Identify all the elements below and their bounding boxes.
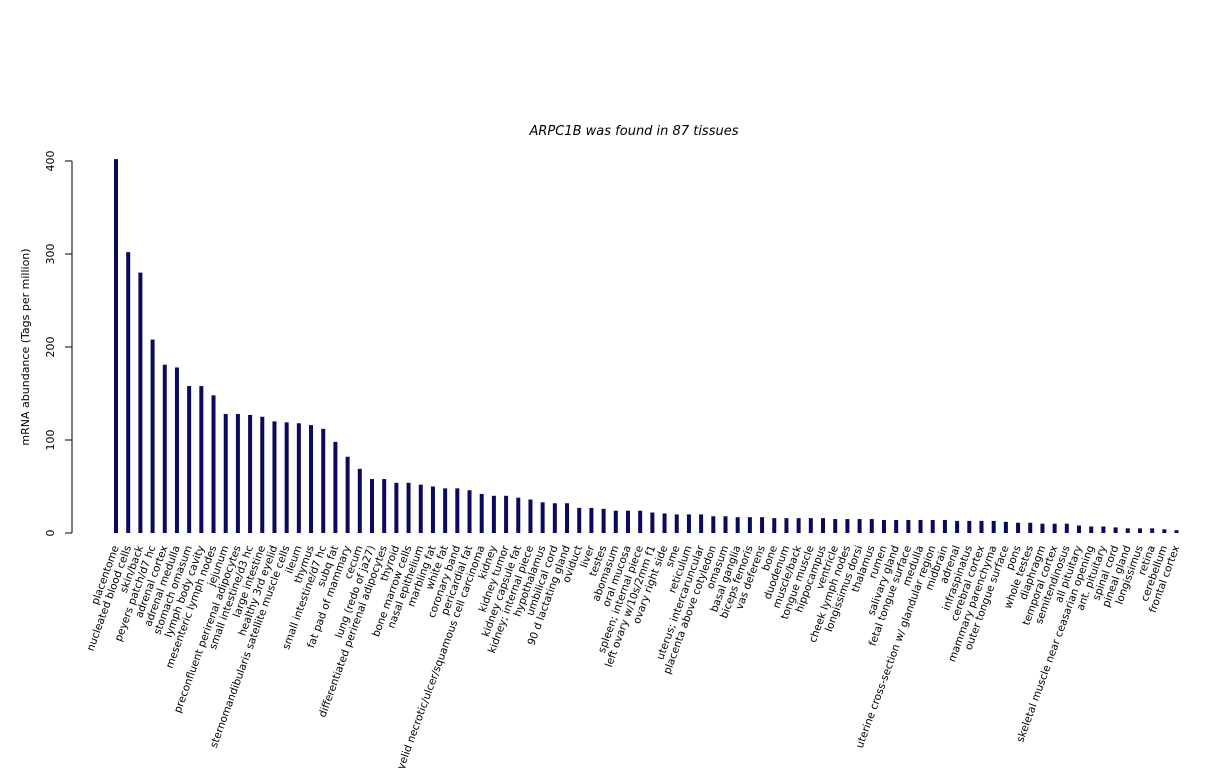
bar bbox=[540, 502, 545, 533]
bar bbox=[565, 503, 570, 533]
bar bbox=[296, 423, 301, 533]
bar bbox=[686, 514, 691, 533]
bar bbox=[382, 479, 387, 533]
bar bbox=[345, 456, 350, 533]
bar bbox=[881, 519, 886, 533]
bar bbox=[406, 482, 411, 533]
bar bbox=[589, 507, 594, 533]
bar bbox=[918, 519, 923, 533]
bar bbox=[1064, 523, 1069, 533]
bar bbox=[248, 414, 253, 533]
bar bbox=[357, 468, 362, 533]
bar bbox=[662, 513, 667, 533]
y-tick-label: 400 bbox=[44, 151, 57, 172]
bar bbox=[199, 386, 204, 533]
bar bbox=[187, 386, 192, 533]
bar bbox=[1137, 528, 1142, 533]
bar bbox=[1016, 522, 1021, 533]
bar bbox=[1101, 526, 1106, 533]
bar bbox=[991, 520, 996, 533]
bar bbox=[735, 517, 740, 533]
bar bbox=[930, 519, 935, 533]
bar bbox=[845, 519, 850, 533]
bar bbox=[479, 493, 484, 533]
bar bbox=[613, 510, 618, 533]
bar bbox=[601, 508, 606, 533]
chart-title: ARPC1B was found in 87 tissues bbox=[529, 124, 739, 139]
bar bbox=[650, 512, 655, 533]
bar bbox=[235, 413, 240, 533]
bar bbox=[1003, 521, 1008, 533]
bar bbox=[808, 518, 813, 533]
bar bbox=[211, 395, 216, 533]
bar bbox=[906, 519, 911, 533]
bar bbox=[369, 479, 374, 533]
bar bbox=[321, 428, 326, 533]
bar bbox=[126, 252, 131, 533]
y-axis: 0 100 200 300 400 bbox=[44, 151, 73, 537]
bar bbox=[747, 517, 752, 533]
bar bbox=[711, 516, 716, 533]
bar bbox=[516, 497, 521, 533]
bar bbox=[942, 519, 947, 533]
bar bbox=[699, 514, 704, 533]
bar bbox=[138, 272, 143, 533]
bar bbox=[674, 514, 679, 533]
bar bbox=[1089, 526, 1094, 533]
bar bbox=[894, 519, 899, 533]
bar bbox=[491, 495, 496, 533]
bar bbox=[394, 482, 399, 533]
bar bbox=[418, 484, 423, 533]
bar bbox=[1162, 529, 1167, 533]
bar bbox=[967, 520, 972, 533]
bar bbox=[552, 503, 557, 533]
bar bbox=[223, 413, 228, 533]
bar bbox=[784, 518, 789, 533]
bar bbox=[504, 495, 509, 533]
bar bbox=[1028, 522, 1033, 533]
bars-group bbox=[114, 159, 1179, 533]
bar bbox=[869, 519, 874, 533]
bar bbox=[1150, 528, 1155, 533]
bar bbox=[979, 520, 984, 533]
y-tick-label: 100 bbox=[44, 430, 57, 451]
bar bbox=[821, 518, 826, 533]
bar bbox=[162, 364, 167, 533]
bar bbox=[150, 339, 155, 533]
bar bbox=[577, 507, 582, 533]
bar bbox=[1113, 527, 1118, 533]
bar bbox=[1077, 525, 1082, 533]
bar bbox=[833, 519, 838, 533]
bar bbox=[455, 488, 460, 533]
bar bbox=[1040, 523, 1045, 533]
y-tick-label: 300 bbox=[44, 244, 57, 265]
bar bbox=[955, 520, 960, 533]
bar bbox=[309, 425, 314, 533]
y-tick-label: 200 bbox=[44, 337, 57, 358]
bar bbox=[1174, 530, 1179, 533]
bar bbox=[114, 159, 118, 533]
bar bbox=[430, 486, 435, 533]
bar bbox=[272, 421, 277, 533]
bar bbox=[857, 519, 862, 533]
bar bbox=[772, 518, 777, 533]
bar bbox=[260, 416, 265, 533]
bar bbox=[284, 422, 289, 533]
bar bbox=[528, 499, 533, 533]
y-axis-label: mRNA abundance (Tags per million) bbox=[19, 248, 32, 445]
bar bbox=[625, 510, 630, 533]
bar bbox=[174, 367, 179, 533]
bar bbox=[638, 510, 643, 533]
bar bbox=[1125, 528, 1130, 533]
bar bbox=[333, 441, 338, 533]
bar bbox=[443, 488, 448, 533]
bar bbox=[760, 517, 765, 533]
bar bbox=[1052, 523, 1057, 533]
bar bbox=[723, 516, 728, 533]
y-tick-label: 0 bbox=[44, 530, 57, 537]
bar bbox=[467, 490, 472, 533]
bar bbox=[796, 518, 801, 533]
